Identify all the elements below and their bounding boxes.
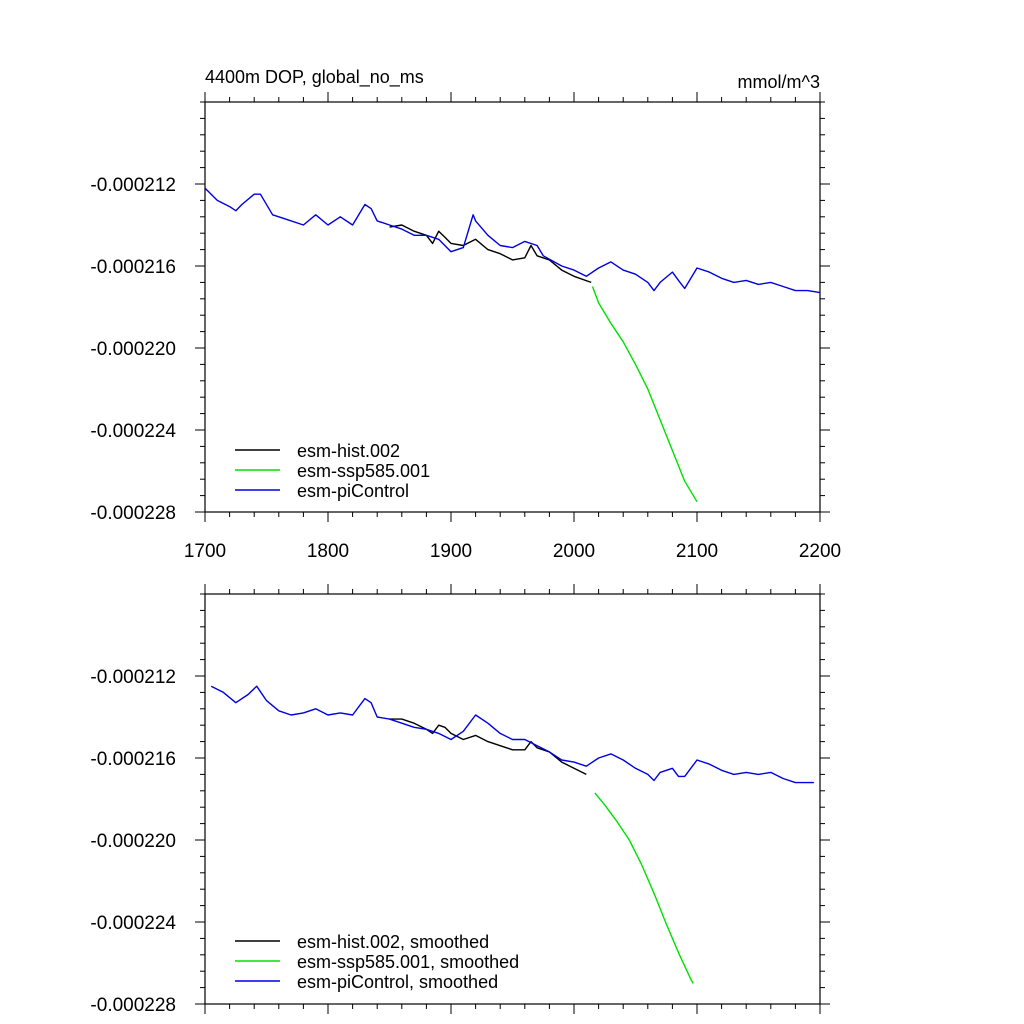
x-tick-label: 2200: [799, 541, 841, 562]
y-tick-label: -0.000228: [90, 995, 176, 1016]
y-tick-label: -0.000216: [90, 257, 176, 278]
y-tick-label: -0.000216: [90, 749, 176, 770]
legend-label: esm-ssp585.001: [297, 461, 430, 481]
y-tick-label: -0.000220: [90, 831, 176, 852]
plot-frame: [204, 101, 821, 513]
top-panel: -0.000212 -0.000216 -0.000220 -0.000224 -0.0…: [90, 67, 841, 562]
y-tick-label: -0.000228: [90, 503, 176, 524]
y-tick-label: -0.000224: [90, 421, 176, 442]
y-tick-label: -0.000220: [90, 339, 176, 360]
y-tick-label: -0.000224: [90, 913, 176, 934]
x-tick-label: 1700: [184, 541, 226, 562]
y-tick-label: -0.000212: [90, 667, 176, 688]
legend-label: esm-piControl, smoothed: [297, 972, 498, 992]
series-line-3: [210, 685, 814, 784]
series-line-2: [591, 286, 698, 503]
legend-label: esm-ssp585.001, smoothed: [297, 952, 519, 972]
x-tick-label: 1900: [430, 541, 472, 562]
plot-frame: [204, 593, 821, 1005]
x-tick-label: 1800: [307, 541, 349, 562]
series-line-2: [594, 792, 694, 984]
series-line-3: [204, 187, 821, 294]
series-line-1: [389, 224, 592, 284]
x-tick-label: 2100: [676, 541, 718, 562]
legend-label: esm-piControl: [297, 481, 409, 501]
x-tick-label: 2000: [553, 541, 595, 562]
chart-title: 4400m DOP, global_no_ms: [205, 67, 424, 88]
y-tick-label: -0.000212: [90, 175, 176, 196]
legend-label: esm-hist.002: [297, 441, 400, 461]
units-label: mmol/m^3: [738, 72, 820, 92]
legend-label: esm-hist.002, smoothed: [297, 932, 489, 952]
bottom-panel: -0.000212 -0.000216 -0.000220 -0.000224 -0.0…: [90, 584, 830, 1016]
